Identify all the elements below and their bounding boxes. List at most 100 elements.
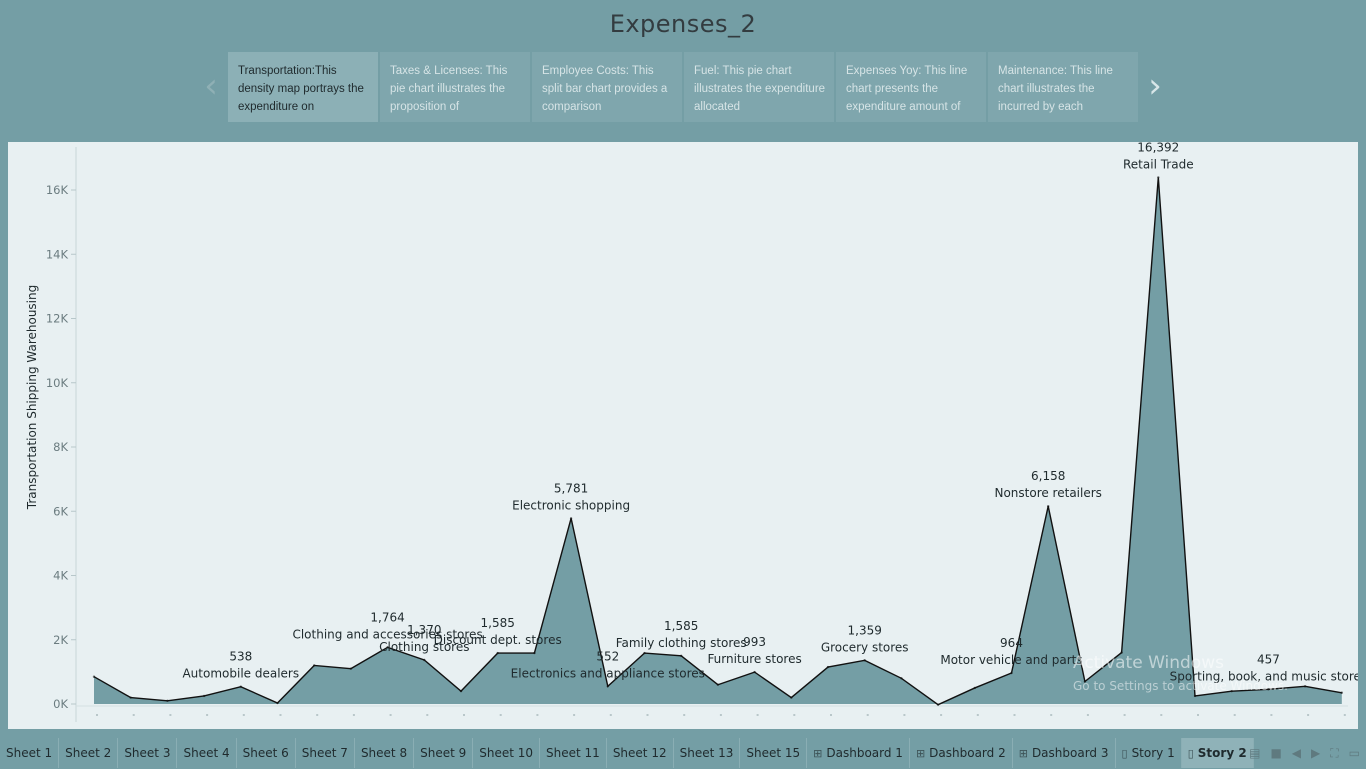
- tab-label: Sheet 2: [65, 746, 112, 760]
- story-point-4[interactable]: Fuel: This pie chart illustrates the exp…: [684, 52, 834, 122]
- data-point: [1047, 504, 1050, 508]
- data-label-category: Family clothing stores: [616, 636, 747, 650]
- tab-sheet-6[interactable]: Sheet 6: [237, 738, 296, 768]
- data-point: [1230, 689, 1233, 693]
- data-point: [533, 651, 536, 655]
- story-icon: ▯: [1121, 747, 1128, 760]
- tab-story-1[interactable]: ▯ Story 1: [1116, 738, 1182, 768]
- data-label-category: Electronics and appliance stores: [511, 666, 705, 680]
- data-label-category: Grocery stores: [821, 640, 909, 654]
- tab-sheet-8[interactable]: Sheet 8: [355, 738, 415, 768]
- data-point: [202, 694, 206, 698]
- tab-label: Sheet 3: [124, 746, 171, 760]
- tab-bar-controls: ▤ ■ ◀ ▶ ⛶ ▭: [1249, 738, 1360, 768]
- tab-sheet-10[interactable]: Sheet 10: [473, 738, 541, 768]
- data-label-category: Sporting, book, and music stores: [1170, 669, 1358, 683]
- data-label-value: 538: [229, 650, 252, 664]
- data-point: [1193, 694, 1197, 698]
- next-story-point-chevron-right-icon[interactable]: ›: [1148, 66, 1162, 106]
- data-point: [239, 685, 242, 688]
- tab-dashboard-3[interactable]: ⊞ Dashboard 3: [1013, 738, 1116, 768]
- data-label-category: Clothing stores: [379, 640, 469, 654]
- dashboard-icon: ⊞: [915, 747, 926, 760]
- tab-label: Sheet 10: [479, 746, 534, 760]
- story-point-3[interactable]: Employee Costs: This split bar chart pro…: [532, 52, 682, 122]
- data-point: [276, 701, 279, 705]
- next-sheet-icon[interactable]: ▶: [1311, 746, 1321, 760]
- data-point: [129, 696, 132, 699]
- y-tick-label: 6K: [53, 504, 68, 518]
- tab-label: Story 2: [1197, 746, 1247, 760]
- tab-sheet-1[interactable]: Sheet 1: [0, 738, 60, 768]
- area-fill: [94, 177, 1342, 705]
- data-point: [1010, 671, 1013, 675]
- data-label-value: 1,585: [664, 619, 698, 633]
- data-label-value: 5,781: [554, 481, 588, 495]
- story-icon: ▯: [1187, 747, 1194, 760]
- data-label-value: 993: [743, 635, 766, 649]
- tab-sheet-15[interactable]: Sheet 15: [740, 738, 808, 768]
- first-sheet-icon[interactable]: ◀: [1291, 746, 1302, 760]
- data-point: [1267, 688, 1270, 691]
- data-point: [936, 703, 940, 706]
- previous-story-point-chevron-left-icon[interactable]: ‹: [204, 66, 218, 106]
- y-tick-label: 10K: [46, 376, 69, 390]
- tab-sheet-13[interactable]: Sheet 13: [674, 738, 741, 768]
- data-point: [496, 651, 499, 655]
- y-tick-label: 2K: [53, 633, 68, 647]
- story-point-6[interactable]: Maintenance: This line chart illustrates…: [988, 52, 1138, 122]
- tab-dashboard-1[interactable]: ⊞ Dashboard 1: [807, 738, 910, 768]
- tab-sheet-7[interactable]: Sheet 7: [296, 738, 355, 768]
- tab-dashboard-2[interactable]: ⊞ Dashboard 2: [910, 738, 1013, 768]
- data-label-category: Discount dept. stores: [434, 633, 562, 647]
- tab-label: Sheet 4: [183, 746, 230, 760]
- tab-sheet-11[interactable]: Sheet 11: [540, 738, 607, 768]
- dashboard-icon: ⊞: [1018, 747, 1028, 760]
- dashboard-icon: ⊞: [813, 747, 823, 760]
- activate-windows-watermark-subtitle: Go to Settings to activate Windows.: [1073, 679, 1288, 693]
- data-label-category: Clothing and accessories stores: [292, 627, 482, 641]
- data-point: [423, 658, 426, 662]
- tab-label: Sheet 6: [242, 746, 289, 760]
- show-filmstrip-icon[interactable]: ▤: [1249, 746, 1261, 760]
- y-tick-label: 12K: [46, 312, 69, 326]
- story-point-navigator: Transportation:This density map portrays…: [228, 52, 1138, 122]
- data-point: [313, 664, 316, 667]
- tab-label: Sheet 13: [679, 746, 734, 760]
- activate-windows-watermark: Activate Windows: [1073, 653, 1224, 673]
- sheet-tab-bar: Sheet 1 Sheet 2 Sheet 3 Sheet 4 Sheet 6 Sheet…: [0, 738, 1366, 768]
- data-label-value: 16,392: [1137, 142, 1179, 154]
- y-tick-label: 0K: [53, 697, 68, 711]
- tab-story-2[interactable]: ▯ Story 2: [1181, 738, 1254, 768]
- tab-sheet-12[interactable]: Sheet 12: [607, 738, 674, 768]
- tab-sheet-4[interactable]: Sheet 4: [177, 738, 237, 768]
- story-point-2[interactable]: Taxes & Licenses: This pie chart illustr…: [380, 52, 530, 122]
- data-point: [166, 699, 169, 702]
- tab-label: Dashboard 2: [929, 746, 1006, 760]
- tab-label: Dashboard 1: [826, 746, 903, 760]
- data-point: [753, 670, 756, 674]
- story-point-1[interactable]: Transportation:This density map portrays…: [228, 52, 378, 122]
- show-tabs-icon[interactable]: ■: [1270, 746, 1282, 760]
- data-label-category: Nonstore retailers: [994, 486, 1101, 500]
- data-point: [606, 685, 609, 688]
- data-point: [643, 651, 646, 655]
- data-label-value: 1,359: [848, 623, 882, 637]
- data-point: [1157, 176, 1160, 179]
- story-point-5[interactable]: Expenses Yoy: This line chart presents t…: [836, 52, 986, 122]
- tab-label: Sheet 7: [301, 746, 348, 760]
- tab-sheet-3[interactable]: Sheet 3: [118, 738, 178, 768]
- tab-sheet-2[interactable]: Sheet 2: [59, 738, 119, 768]
- data-point: [92, 675, 96, 678]
- tab-sheet-9[interactable]: Sheet 9: [414, 738, 474, 768]
- data-label-category: Retail Trade: [1123, 157, 1194, 171]
- data-label-category: Motor vehicle and parts: [940, 653, 1082, 667]
- data-point: [386, 646, 389, 649]
- fullscreen-icon[interactable]: ⛶: [1330, 745, 1339, 760]
- data-label-value: 6,158: [1031, 469, 1065, 483]
- data-label-category: Electronic shopping: [512, 498, 630, 512]
- data-point: [569, 517, 573, 520]
- presentation-mode-icon[interactable]: ▭: [1348, 746, 1360, 760]
- data-point: [863, 659, 866, 662]
- data-point: [1120, 651, 1123, 654]
